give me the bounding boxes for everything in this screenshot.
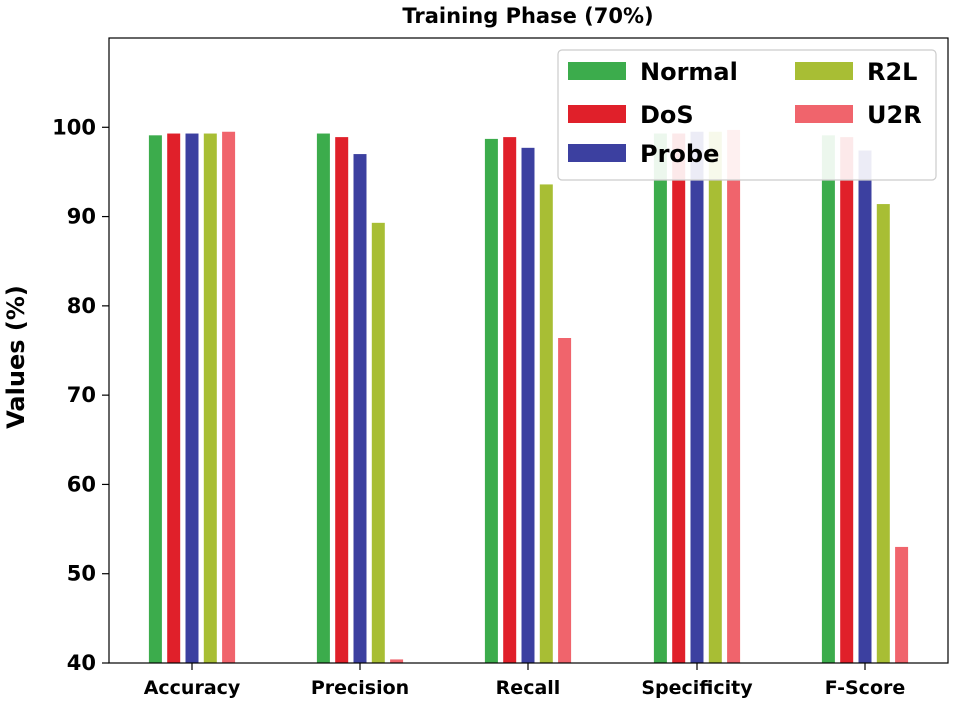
y-tick-label: 50	[67, 562, 96, 586]
bar-r2l-accuracy	[203, 133, 217, 664]
plot-frame	[108, 37, 949, 664]
bar-normal-f-score	[821, 135, 835, 664]
bar-r2l-recall	[539, 184, 553, 663]
x-tick-label: Specificity	[641, 677, 753, 699]
y-ticks-group: 40 50 60 70 80 90 100	[52, 115, 109, 675]
legend-swatch-u2r	[795, 105, 853, 123]
y-tick-label: 40	[67, 651, 96, 675]
bar-u2r-f-score	[895, 546, 909, 663]
x-tick-label: F-Score	[825, 677, 906, 699]
x-tick-label: Recall	[496, 677, 561, 699]
legend-label-u2r: U2R	[867, 101, 922, 129]
bar-dos-recall	[503, 137, 517, 663]
bar-dos-precision	[335, 137, 349, 663]
bar-r2l-specificity	[708, 131, 722, 663]
y-tick-label: 80	[67, 294, 96, 318]
bar-u2r-specificity	[727, 129, 741, 663]
chart-title: Training Phase (70%)	[402, 4, 653, 28]
bar-u2r-accuracy	[222, 131, 236, 663]
legend-swatch-probe	[568, 144, 626, 162]
bar-probe-f-score	[858, 150, 872, 663]
x-tick-label: Accuracy	[144, 677, 241, 699]
bar-normal-precision	[316, 133, 330, 664]
bar-probe-precision	[353, 154, 367, 664]
x-tick-label: Precision	[311, 677, 409, 699]
bar-dos-f-score	[840, 137, 854, 663]
bar-probe-accuracy	[185, 133, 199, 664]
y-tick-label: 100	[52, 115, 96, 139]
legend-box	[557, 49, 937, 181]
legend-label-r2l: R2L	[867, 58, 917, 86]
legend-swatch-r2l	[795, 62, 853, 80]
legend-label-dos: DoS	[640, 101, 694, 129]
bars-group	[148, 129, 909, 664]
bar-r2l-f-score	[876, 204, 890, 664]
bar-normal-accuracy	[148, 135, 162, 664]
bar-normal-recall	[484, 138, 498, 664]
bar-probe-recall	[521, 147, 535, 664]
x-ticks-group: Accuracy Precision Recall Specificity F-Scor…	[144, 663, 906, 699]
y-tick-label: 60	[67, 472, 96, 496]
y-tick-label: 70	[67, 383, 96, 407]
legend-swatch-dos	[568, 105, 626, 123]
legend-swatch-normal	[568, 62, 626, 80]
bar-dos-specificity	[672, 133, 686, 664]
legend: Normal DoS Probe R2L U2R	[557, 49, 937, 181]
bar-normal-specificity	[653, 133, 667, 664]
bar-u2r-recall	[558, 338, 572, 663]
bar-u2r-precision	[390, 659, 404, 663]
legend-label-normal: Normal	[640, 58, 738, 86]
bar-probe-specificity	[690, 131, 704, 663]
y-axis-title: Values (%)	[2, 285, 30, 429]
bar-dos-accuracy	[167, 133, 181, 664]
legend-label-probe: Probe	[640, 140, 719, 168]
bar-r2l-precision	[371, 222, 385, 664]
y-tick-label: 90	[67, 205, 96, 229]
